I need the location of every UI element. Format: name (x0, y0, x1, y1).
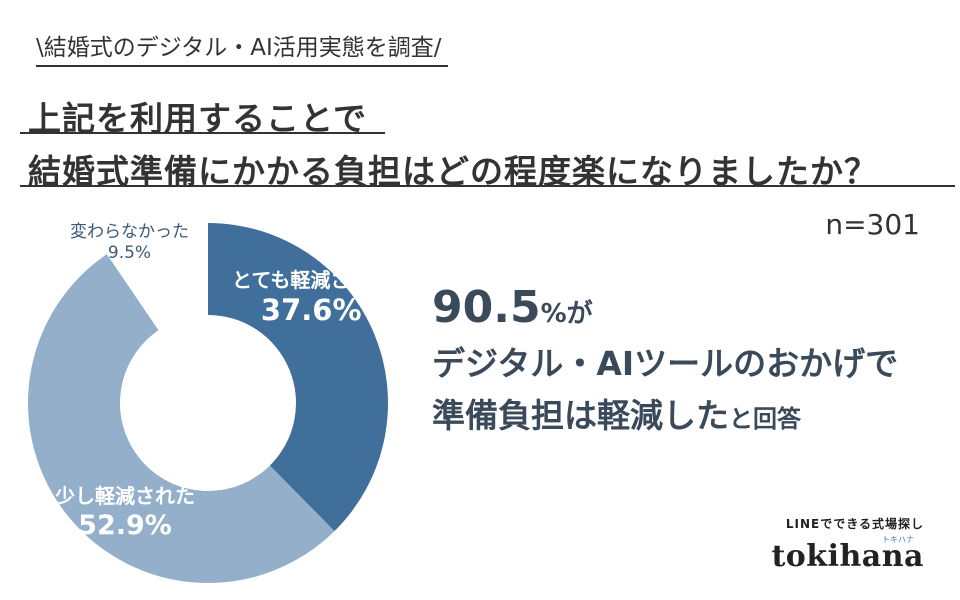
key-finding-callout: 90.5%が デジタル・AIツールのおかげで 準備負担は軽減したと回答 (432, 282, 898, 437)
brand-tagline: LINEでできる式場探し (771, 515, 924, 532)
brand-name: tokihana (771, 539, 924, 574)
label-slightly-reduced: 少し軽減された 52.9% (55, 484, 195, 543)
label-slightly-reduced-category: 少し軽減された (55, 484, 195, 509)
callout-line1: 90.5%が (432, 282, 898, 333)
label-greatly-reduced-percent: 37.6% (232, 292, 390, 328)
callout-line3: 準備負担は軽減したと回答 (432, 389, 898, 437)
title-underline-2 (20, 185, 955, 187)
sample-size: n=301 (825, 208, 920, 241)
callout-line3-small: と回答 (729, 405, 801, 433)
brand-logo: LINEでできる式場探し トキハナ tokihana (771, 515, 924, 574)
label-slightly-reduced-percent: 52.9% (55, 509, 195, 543)
label-greatly-reduced-category: とても軽減された (232, 268, 390, 292)
label-unchanged-percent: 9.5% (70, 243, 189, 264)
callout-line2: デジタル・AIツールのおかげで (432, 337, 898, 385)
label-unchanged-category: 変わらなかった (70, 222, 189, 243)
callout-value: 90.5 (432, 282, 541, 333)
callout-unit: % (541, 299, 567, 329)
callout-line3-main: 準備負担は軽減した (432, 396, 729, 435)
survey-subtitle: \結婚式のデジタル・AI活用実態を調査/ (36, 28, 442, 62)
label-unchanged: 変わらなかった 9.5% (70, 222, 189, 265)
callout-particle: が (567, 299, 593, 329)
title-underline-1 (20, 132, 385, 134)
label-greatly-reduced: とても軽減された 37.6% (232, 268, 390, 328)
